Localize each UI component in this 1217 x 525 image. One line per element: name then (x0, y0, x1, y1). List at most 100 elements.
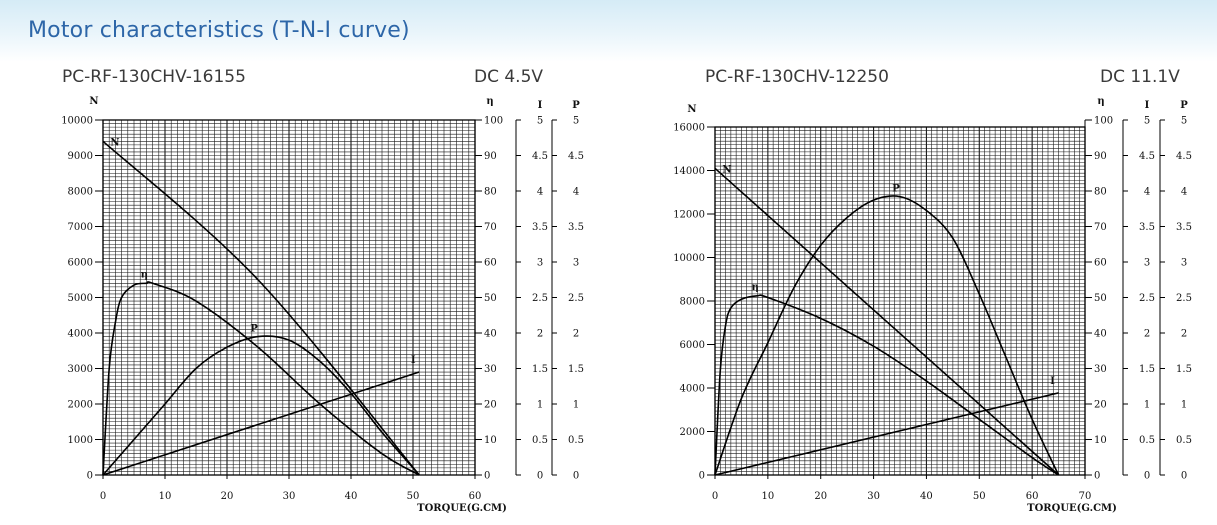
y-axis-title: N (89, 96, 98, 107)
right-tick-label: 4 (537, 187, 543, 198)
header-banner (0, 0, 1217, 62)
power-curve (714, 195, 1060, 476)
right-tick-label: 1 (1144, 400, 1150, 411)
eta-tick-label: 60 (484, 258, 497, 269)
efficiency-curve (102, 281, 420, 476)
right-tick-label: 0 (537, 471, 543, 482)
right-tick-label: 4 (1144, 187, 1150, 198)
y-tick-label: 16000 (673, 123, 705, 134)
right-tick-label: 3.5 (1139, 222, 1155, 233)
x-tick-label: 30 (867, 491, 880, 502)
y-axis-title: N (687, 104, 696, 115)
eta-tick-label: 20 (1094, 400, 1107, 411)
right-tick-label: 0.5 (532, 435, 548, 446)
eta-tick-label: 0 (1094, 471, 1100, 482)
page-title: Motor characteristics (T-N-I curve) (28, 18, 410, 43)
eta-tick-label: 80 (484, 187, 497, 198)
x-tick-label: 20 (814, 491, 827, 502)
eta-tick-label: 40 (484, 329, 497, 340)
x-axis-title: TORQUE(G.CM) (1027, 503, 1117, 514)
current-axis-title: I (1145, 100, 1150, 111)
chart-2-voltage-label: DC 11.1V (1100, 67, 1180, 87)
x-tick-label: 30 (283, 491, 296, 502)
y-tick-label: 2000 (68, 400, 93, 411)
right-tick-label: 2.5 (1139, 293, 1155, 304)
current-axis-title: I (538, 100, 543, 111)
right-tick-label: 2.5 (1176, 293, 1192, 304)
right-tick-label: 0.5 (1139, 435, 1155, 446)
y-tick-label: 9000 (68, 151, 93, 162)
right-tick-label: 2.5 (568, 293, 584, 304)
eta-tick-label: 20 (484, 400, 497, 411)
speed-curve-label: N (722, 164, 731, 175)
chart-1-model-label: PC-RF-130CHV-16155 (62, 67, 246, 87)
right-tick-label: 1.5 (532, 364, 548, 375)
right-tick-label: 0 (1144, 471, 1150, 482)
right-tick-label: 2 (537, 329, 543, 340)
eta-tick-label: 40 (1094, 329, 1107, 340)
right-tick-label: 1 (573, 400, 579, 411)
efficiency-curve-label: η (752, 282, 759, 293)
y-tick-label: 10000 (61, 116, 93, 127)
eta-tick-label: 80 (1094, 187, 1107, 198)
eta-tick-label: 70 (484, 222, 497, 233)
right-tick-label: 5 (573, 116, 579, 127)
x-axis-title: TORQUE(G.CM) (417, 503, 507, 514)
x-tick-label: 0 (712, 491, 718, 502)
y-tick-label: 5000 (68, 293, 93, 304)
right-tick-label: 3 (537, 258, 543, 269)
right-tick-label: 2 (1181, 329, 1187, 340)
right-tick-label: 2 (573, 329, 579, 340)
y-tick-label: 4000 (680, 384, 705, 395)
eta-tick-label: 100 (1094, 116, 1113, 127)
efficiency-curve-label: η (141, 269, 148, 280)
right-tick-label: 4.5 (1139, 151, 1155, 162)
x-tick-label: 40 (920, 491, 933, 502)
x-tick-label: 70 (1079, 491, 1092, 502)
chart-1-voltage-label: DC 4.5V (474, 67, 544, 87)
power-curve (102, 335, 420, 476)
right-tick-label: 0.5 (1176, 435, 1192, 446)
right-tick-label: 3 (573, 258, 579, 269)
y-tick-label: 4000 (68, 329, 93, 340)
x-tick-label: 20 (221, 491, 234, 502)
y-tick-label: 0 (87, 471, 93, 482)
y-tick-label: 0 (699, 471, 705, 482)
y-tick-label: 14000 (673, 166, 705, 177)
x-tick-label: 0 (100, 491, 106, 502)
eta-tick-label: 60 (1094, 258, 1107, 269)
x-tick-label: 60 (469, 491, 482, 502)
y-tick-label: 8000 (68, 187, 93, 198)
right-tick-label: 0 (1181, 471, 1187, 482)
y-tick-label: 1000 (68, 435, 93, 446)
eta-tick-label: 90 (484, 151, 497, 162)
right-tick-label: 0.5 (568, 435, 584, 446)
right-tick-label: 2.5 (532, 293, 548, 304)
eta-tick-label: 30 (1094, 364, 1107, 375)
chart-1-grid (102, 119, 476, 476)
power-curve-label: P (892, 184, 900, 195)
efficiency-curve (714, 294, 1060, 476)
right-tick-label: 4 (573, 187, 579, 198)
y-tick-label: 2000 (680, 427, 705, 438)
x-tick-label: 50 (407, 491, 420, 502)
eta-axis-title: η (1097, 96, 1104, 107)
y-tick-label: 12000 (673, 210, 705, 221)
right-tick-label: 5 (537, 116, 543, 127)
eta-tick-label: 10 (1094, 435, 1107, 446)
current-curve (714, 392, 1059, 476)
y-tick-label: 10000 (673, 253, 705, 264)
right-tick-label: 1 (537, 400, 543, 411)
x-tick-label: 60 (1026, 491, 1039, 502)
y-tick-label: 6000 (680, 340, 705, 351)
chart-2-model-label: PC-RF-130CHV-12250 (705, 67, 889, 87)
right-tick-label: 0 (573, 471, 579, 482)
y-tick-label: 3000 (68, 364, 93, 375)
y-tick-label: 6000 (68, 258, 93, 269)
current-curve-label: I (1050, 376, 1055, 387)
right-tick-label: 4 (1181, 187, 1187, 198)
speed-curve (102, 140, 420, 476)
current-curve (102, 371, 420, 476)
right-tick-label: 5 (1181, 116, 1187, 127)
